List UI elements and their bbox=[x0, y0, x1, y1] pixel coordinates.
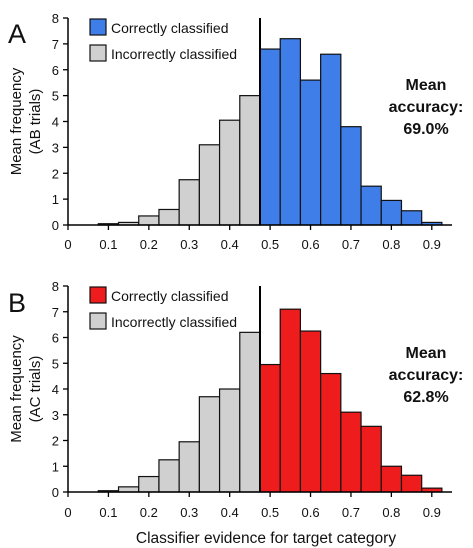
y-axis-label-line2: (AC trials) bbox=[27, 356, 44, 423]
x-tick-label: 0.7 bbox=[342, 237, 360, 252]
x-tick-label: 0.4 bbox=[221, 505, 239, 520]
y-tick-label: 7 bbox=[52, 305, 59, 320]
x-tick-label: 0.2 bbox=[140, 237, 158, 252]
annotation-line2: accuracy: bbox=[389, 367, 464, 384]
annotation-line2: accuracy: bbox=[389, 99, 464, 116]
x-tick-label: 0.4 bbox=[221, 237, 239, 252]
bars bbox=[97, 38, 443, 226]
x-tick-label: 0.9 bbox=[423, 505, 441, 520]
y-tick-label: 7 bbox=[52, 37, 59, 52]
bar bbox=[320, 372, 342, 493]
y-tick-label: 6 bbox=[52, 331, 59, 346]
annotation-line3: 69.0% bbox=[403, 121, 448, 138]
legend-swatch-incorrect bbox=[89, 312, 107, 330]
y-axis-label-line1: Mean frequency bbox=[8, 335, 25, 443]
x-tick-label: 0.3 bbox=[180, 505, 198, 520]
bar bbox=[279, 38, 302, 226]
x-tick-label: 0.1 bbox=[99, 237, 117, 252]
bar bbox=[239, 95, 261, 226]
y-tick-label: 4 bbox=[52, 382, 59, 397]
legend-label-correct: Correctly classified bbox=[111, 288, 228, 304]
bar bbox=[279, 308, 302, 493]
bar bbox=[138, 215, 160, 226]
bar bbox=[259, 363, 281, 493]
y-tick-label: 8 bbox=[52, 11, 59, 26]
bar bbox=[138, 475, 160, 493]
y-tick-label: 5 bbox=[52, 356, 59, 371]
y-axis-label-line2: (AB trials) bbox=[27, 89, 44, 155]
bar bbox=[178, 441, 200, 493]
y-tick-label: 1 bbox=[52, 192, 59, 207]
x-tick-label: 0.6 bbox=[301, 237, 319, 252]
y-tick-label: 0 bbox=[52, 485, 59, 500]
panel-b: B Mean frequency (AC trials) 0 1 2 3 4 5 6 7 8 0 0.1 0… bbox=[8, 279, 463, 520]
x-tick-label: 0.6 bbox=[301, 505, 319, 520]
y-tick-label: 5 bbox=[52, 89, 59, 104]
bar bbox=[299, 79, 322, 226]
legend: Correctly classified Incorrectly classifi… bbox=[89, 286, 237, 330]
y-tick-label: 0 bbox=[52, 218, 59, 233]
y-tick-label: 8 bbox=[52, 279, 59, 294]
bar bbox=[117, 486, 140, 493]
annotation-line1: Mean bbox=[406, 345, 447, 362]
bar bbox=[178, 179, 200, 226]
legend-label-incorrect: Incorrectly classified bbox=[111, 314, 237, 330]
bar bbox=[259, 48, 281, 226]
bar bbox=[158, 208, 180, 226]
x-tick-label: 0.2 bbox=[140, 505, 158, 520]
bar bbox=[158, 459, 180, 493]
bar bbox=[400, 210, 423, 226]
x-tick-label: 0.8 bbox=[382, 237, 400, 252]
accuracy-annotation: Mean accuracy: 69.0% bbox=[389, 77, 464, 138]
x-tick-label: 0.8 bbox=[382, 505, 400, 520]
bar bbox=[218, 119, 241, 226]
bar bbox=[340, 126, 362, 226]
y-axis-label-line1: Mean frequency bbox=[8, 67, 25, 175]
bar bbox=[400, 474, 423, 493]
legend-label-correct: Correctly classified bbox=[111, 20, 228, 36]
y-tick-label: 2 bbox=[52, 166, 59, 181]
bar bbox=[239, 331, 261, 493]
accuracy-annotation: Mean accuracy: 62.8% bbox=[389, 345, 464, 406]
legend-swatch-incorrect bbox=[89, 44, 107, 62]
y-tick-label: 3 bbox=[52, 408, 59, 423]
y-tick-label: 2 bbox=[52, 434, 59, 449]
x-tick-label: 0 bbox=[64, 237, 71, 252]
annotation-line1: Mean bbox=[406, 77, 447, 94]
bar bbox=[320, 53, 342, 226]
bar bbox=[340, 411, 362, 493]
panel-label: B bbox=[8, 288, 26, 318]
legend-swatch-correct bbox=[89, 18, 107, 36]
panel-label: A bbox=[8, 19, 26, 49]
legend-swatch-correct bbox=[89, 286, 107, 304]
x-tick-label: 0.9 bbox=[423, 237, 441, 252]
x-tick-label: 0 bbox=[64, 505, 71, 520]
y-tick-label: 3 bbox=[52, 140, 59, 155]
bar bbox=[380, 199, 403, 226]
bar bbox=[218, 388, 241, 493]
bar bbox=[360, 185, 382, 226]
bar bbox=[380, 465, 403, 493]
legend: Correctly classified Incorrectly classifi… bbox=[89, 18, 237, 62]
bar bbox=[198, 144, 221, 226]
y-tick-label: 6 bbox=[52, 63, 59, 78]
x-axis-label: Classifier evidence for target category bbox=[136, 530, 396, 547]
x-tick-label: 0.7 bbox=[342, 505, 360, 520]
legend-label-incorrect: Incorrectly classified bbox=[111, 46, 237, 62]
bar bbox=[299, 330, 322, 493]
bars bbox=[97, 308, 443, 493]
annotation-line3: 62.8% bbox=[403, 389, 448, 406]
panel-a: A Mean frequency (AB trials) 0 1 2 3 4 5 6 7 8 0 0.1 0… bbox=[8, 11, 463, 252]
y-tick-label: 4 bbox=[52, 115, 59, 130]
bar bbox=[360, 425, 382, 493]
x-tick-label: 0.3 bbox=[180, 237, 198, 252]
x-tick-label: 0.5 bbox=[261, 237, 279, 252]
x-tick-label: 0.1 bbox=[99, 505, 117, 520]
y-tick-label: 1 bbox=[52, 459, 59, 474]
bar bbox=[198, 396, 221, 493]
x-tick-label: 0.5 bbox=[261, 505, 279, 520]
